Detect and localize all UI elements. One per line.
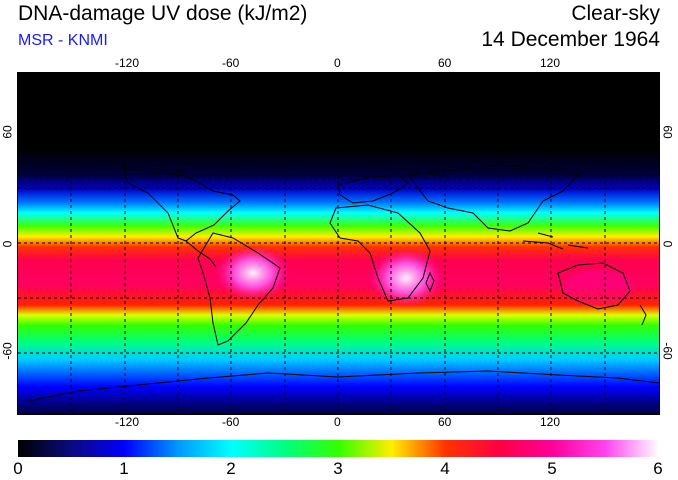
australia-hotspot	[563, 270, 633, 306]
left-lat-tick: 0	[0, 240, 15, 248]
bottom-lon-tick: 0	[334, 415, 341, 429]
south-america-hotspot	[215, 245, 291, 301]
uv-dose-map	[18, 73, 659, 414]
right-lat-tick: -60	[660, 342, 675, 360]
map-svg	[18, 73, 659, 414]
top-lon-tick: -60	[222, 56, 240, 70]
colorbar-label: 3	[333, 459, 343, 478]
bottom-lon-tick: -60	[222, 415, 240, 429]
bottom-lon-tick: -120	[115, 415, 140, 429]
source-label: MSR - KNMI	[18, 32, 108, 49]
colorbar-label: 6	[653, 459, 663, 478]
colorbar-label: 4	[440, 459, 450, 478]
sky-condition: Clear-sky	[571, 2, 660, 25]
left-lat-tick: -60	[0, 342, 15, 360]
colorbar-label: 2	[226, 459, 236, 478]
right-lat-tick: 60	[660, 125, 675, 139]
colorbar-label: 0	[13, 459, 23, 478]
map-title: DNA-damage UV dose (kJ/m2)	[18, 2, 308, 25]
top-lon-tick: 60	[438, 56, 452, 70]
map-date: 14 December 1964	[481, 28, 660, 51]
graticule	[18, 73, 659, 414]
top-lon-tick: -120	[115, 56, 140, 70]
colorbar-label: 1	[119, 459, 129, 478]
southern-africa-hotspot	[368, 248, 444, 308]
right-lat-tick: 0	[660, 240, 675, 248]
bottom-lon-tick: 120	[540, 415, 561, 429]
left-lat-tick: 60	[0, 125, 15, 139]
top-lon-tick: 120	[540, 56, 561, 70]
colorbar-label: 5	[547, 459, 557, 478]
top-lon-tick: 0	[334, 56, 341, 70]
colorbar	[18, 440, 659, 457]
bottom-lon-tick: 60	[438, 415, 452, 429]
